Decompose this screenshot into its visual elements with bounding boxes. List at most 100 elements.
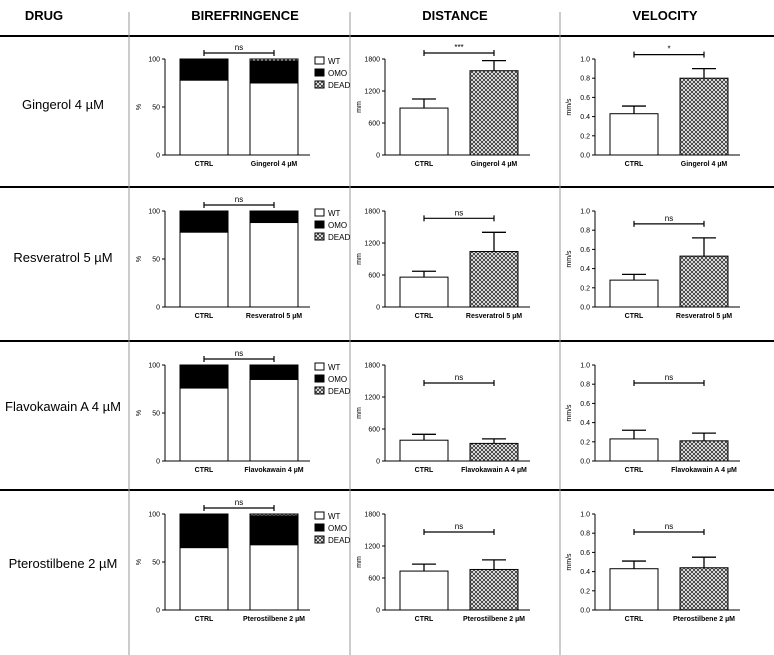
plot-distance-0: 0 600 1200 1800 mm CTRL Gingerol 4 µM ***: [356, 43, 530, 168]
y-tick-label: 0.6: [580, 550, 590, 557]
y-axis-label: mm/s: [566, 553, 573, 571]
plot-distance-3: 0 600 1200 1800 mm CTRL Pterostilbene 2 µM ns: [356, 512, 530, 623]
sig-label: ns: [235, 195, 243, 204]
bar-segment-wt: [179, 231, 229, 308]
y-tick-label: 50: [152, 105, 160, 112]
header-birefringence: BIREFRINGENCE: [191, 8, 299, 23]
y-tick-label: 0: [156, 305, 160, 312]
x-tick-label: CTRL: [195, 161, 214, 168]
bar-segment-omo: [249, 210, 299, 224]
x-tick-label: CTRL: [415, 616, 434, 623]
plot-birefringence-2: 0 50 100% CTRL Flavokawain 4 µM WT OMO DEAD ns: [136, 349, 350, 474]
bar-segment-dead: [249, 58, 299, 62]
bar: [469, 251, 519, 308]
bar-segment-omo: [249, 515, 299, 546]
sig-label: ns: [235, 349, 243, 358]
legend-swatch: [314, 220, 325, 229]
sig-label: *: [667, 45, 670, 54]
y-axis-label: mm/s: [566, 98, 573, 116]
x-tick-label: Flavokawain A 4 µM: [461, 467, 527, 474]
x-tick-label: Gingerol 4 µM: [251, 161, 298, 168]
bar-segment-wt: [179, 547, 229, 611]
legend-label: WT: [328, 57, 341, 66]
y-tick-label: 1.0: [580, 57, 590, 64]
bar-segment-wt: [249, 544, 299, 611]
plot-distance-1: 0 600 1200 1800 mm CTRL Resveratrol 5 µM ns: [356, 208, 530, 320]
bar: [609, 279, 659, 308]
x-tick-label: Flavokawain A 4 µM: [671, 467, 737, 474]
y-tick-label: 600: [368, 121, 380, 128]
x-tick-label: CTRL: [625, 313, 644, 320]
x-tick-label: CTRL: [195, 313, 214, 320]
bar-segment-omo: [179, 364, 229, 389]
y-tick-label: 1800: [364, 209, 380, 216]
x-tick-label: Gingerol 4 µM: [681, 161, 728, 168]
y-axis-label: mm: [356, 556, 363, 568]
y-tick-label: 100: [148, 363, 160, 370]
plot-panels: 0 50 100% CTRL Gingerol 4 µM WT OMO DEAD ns 0 600 1…: [136, 43, 740, 623]
y-tick-label: 0: [156, 153, 160, 160]
bar-segment-wt: [249, 222, 299, 308]
y-tick-label: 0.0: [580, 153, 590, 160]
header-drug: DRUG: [25, 8, 63, 23]
y-tick-label: 0: [376, 153, 380, 160]
x-tick-label: Resveratrol 5 µM: [246, 313, 302, 320]
legend-label: OMO: [328, 375, 347, 384]
y-tick-label: 50: [152, 411, 160, 418]
bar-segment-wt: [249, 82, 299, 156]
x-tick-label: CTRL: [195, 616, 214, 623]
x-tick-label: CTRL: [625, 161, 644, 168]
legend-swatch: [314, 362, 325, 371]
grid-dividers: [0, 12, 774, 655]
y-tick-label: 0.4: [580, 420, 590, 427]
bar: [399, 570, 449, 611]
bar-segment-omo: [249, 364, 299, 380]
x-tick-label: CTRL: [415, 467, 434, 474]
bar: [469, 442, 519, 462]
legend-swatch: [314, 232, 325, 241]
bar-segment-wt: [179, 387, 229, 462]
legend-swatch: [314, 374, 325, 383]
x-tick-label: CTRL: [195, 467, 214, 474]
y-tick-label: 0.4: [580, 569, 590, 576]
x-tick-label: Pterostilbene 2 µM: [673, 616, 735, 623]
bar: [609, 438, 659, 462]
bar-segment-wt: [249, 378, 299, 462]
plot-velocity-2: 0.0 0.2 0.4 0.6 0.8 1.0 mm/s CTRL Flavokawain A …: [566, 363, 740, 474]
header-distance: DISTANCE: [422, 8, 488, 23]
y-tick-label: 0.6: [580, 247, 590, 254]
y-tick-label: 600: [368, 273, 380, 280]
legend-label: DEAD: [328, 536, 350, 545]
y-axis-label: %: [136, 559, 143, 565]
legend-swatch: [314, 80, 325, 89]
y-tick-label: 600: [368, 427, 380, 434]
x-tick-label: Resveratrol 5 µM: [466, 313, 522, 320]
bar-segment-omo: [249, 60, 299, 84]
plot-distance-2: 0 600 1200 1800 mm CTRL Flavokawain A 4 µM ns: [356, 363, 530, 474]
y-tick-label: 0.4: [580, 266, 590, 273]
y-tick-label: 0: [156, 459, 160, 466]
bar: [399, 276, 449, 308]
x-tick-label: Pterostilbene 2 µM: [243, 616, 305, 623]
plot-birefringence-3: 0 50 100% CTRL Pterostilbene 2 µM WT OMO DEAD ns: [136, 498, 350, 623]
y-tick-label: 100: [148, 209, 160, 216]
y-tick-label: 1.0: [580, 209, 590, 216]
drug-label-resveratrol: Resveratrol 5 µM: [13, 250, 112, 265]
y-tick-label: 0.8: [580, 382, 590, 389]
y-tick-label: 0.0: [580, 305, 590, 312]
y-tick-label: 0.8: [580, 76, 590, 83]
sig-label: ns: [455, 373, 463, 382]
y-tick-label: 0.8: [580, 228, 590, 235]
bar: [399, 107, 449, 156]
y-tick-label: 1.0: [580, 512, 590, 519]
y-tick-label: 0.2: [580, 588, 590, 595]
legend-label: WT: [328, 209, 341, 218]
y-tick-label: 0.8: [580, 531, 590, 538]
sig-label: ns: [455, 522, 463, 531]
x-tick-label: Pterostilbene 2 µM: [463, 616, 525, 623]
y-tick-label: 0.2: [580, 285, 590, 292]
plot-velocity-1: 0.0 0.2 0.4 0.6 0.8 1.0 mm/s CTRL Resveratrol 5 …: [566, 209, 740, 320]
legend-label: WT: [328, 363, 341, 372]
plot-velocity-0: 0.0 0.2 0.4 0.6 0.8 1.0 mm/s CTRL Gingerol 4 µM *: [566, 45, 740, 168]
y-tick-label: 0.6: [580, 95, 590, 102]
